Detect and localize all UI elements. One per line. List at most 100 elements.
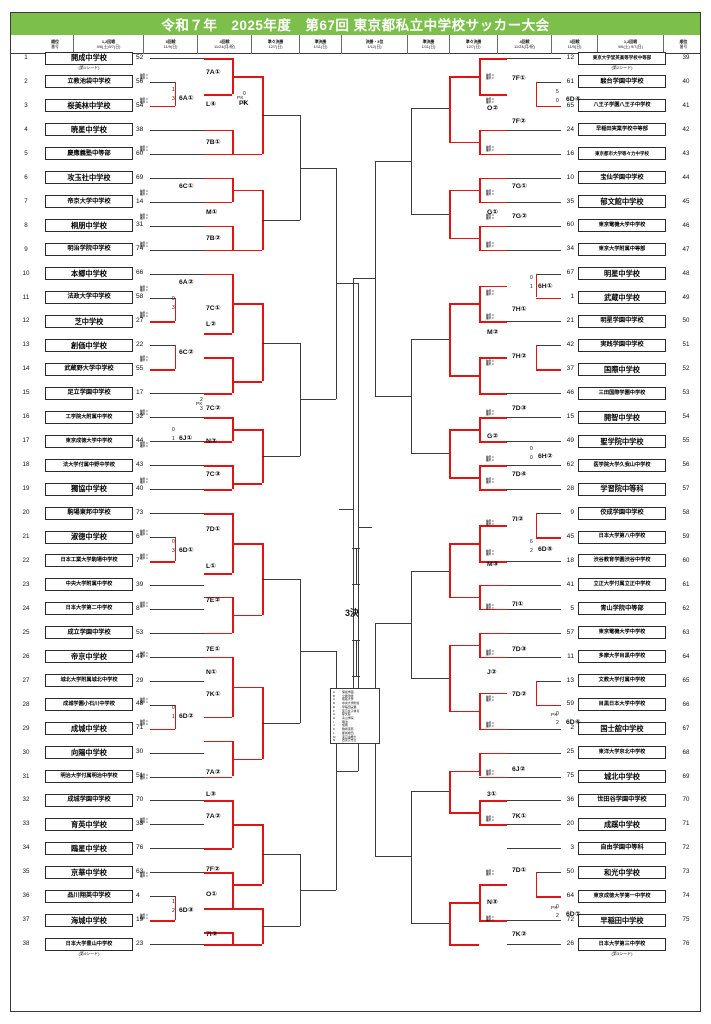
left-team-box-16[interactable]: 工学院大附属中学校	[45, 410, 133, 424]
right-team-box-54[interactable]: 開智中学校	[578, 410, 666, 424]
match-scorer-note: 前半 0 後半 0	[486, 520, 494, 527]
right-team-box-41[interactable]: 八王子学園八王子中学校	[578, 99, 666, 113]
right-team-box-64[interactable]: 多摩大学目黒中学校	[578, 650, 666, 664]
left-team-box-4[interactable]: 暁星中学校	[45, 123, 133, 137]
right-team-box-50[interactable]: 明星学園中学校	[578, 314, 666, 328]
right-team-box-39[interactable]: 東京大学堂英高等学校中等部	[578, 51, 666, 65]
right-team-box-49[interactable]: 武蔵中学校	[578, 291, 666, 304]
legend-key: B	[333, 693, 335, 698]
bracket-line-h	[300, 890, 336, 892]
bracket-line-h	[449, 644, 479, 647]
right-team-name-39: 東京大学堂英高等学校中等部	[592, 54, 652, 60]
left-team-box-17[interactable]: 東京成徳大学中学校	[45, 434, 133, 448]
right-team-box-73[interactable]: 和光中学校	[578, 865, 666, 879]
right-team-box-74[interactable]: 東京成徳大学第一中学校	[578, 889, 666, 903]
right-team-box-61[interactable]: 立正大学付属立正中学校	[578, 578, 666, 592]
left-team-box-30[interactable]: 向陽中学校	[45, 746, 133, 760]
left-team-box-3[interactable]: 桜美林中学校	[45, 99, 133, 113]
left-team-box-7[interactable]: 帝京大学中学校	[45, 195, 133, 209]
left-team-box-36[interactable]: 品川翔英中学校	[45, 889, 133, 903]
right-team-box-76[interactable]: 日本大学第三中学校	[578, 937, 666, 951]
right-team-box-70[interactable]: 世田谷学園中学校	[578, 793, 666, 807]
right-team-name-71: 成蹊中学校	[604, 819, 640, 829]
right-team-box-69[interactable]: 城北中学校	[578, 770, 666, 783]
right-team-box-65[interactable]: 文教大学付属中学校	[578, 674, 666, 688]
left-team-box-24[interactable]: 日本大学第二中学校	[45, 602, 133, 616]
right-team-box-63[interactable]: 東京電機大学中学校	[578, 626, 666, 640]
left-team-box-12[interactable]: 芝中学校	[45, 314, 133, 328]
left-team-box-25[interactable]: 成立学園中学校	[45, 626, 133, 640]
left-team-seed-22: 7	[136, 556, 140, 564]
bracket-line-v	[449, 644, 451, 711]
right-team-box-60[interactable]: 渋谷教育学園渋谷中学校	[578, 554, 666, 568]
right-team-box-72[interactable]: 自由学園中等科	[578, 841, 666, 855]
right-team-box-56[interactable]: 医学院大学久我山中学校	[578, 458, 666, 472]
left-team-box-10[interactable]: 本郷中学校	[45, 267, 133, 281]
right-team-box-51[interactable]: 実践学園中学校	[578, 338, 666, 352]
left-team-box-11[interactable]: 法政大学中学校	[45, 291, 133, 304]
bracket-line-v	[449, 770, 451, 813]
left-team-box-26[interactable]: 帝京中学校	[45, 650, 133, 664]
right-team-box-71[interactable]: 成蹊中学校	[578, 817, 666, 831]
left-team-box-29[interactable]: 成城中学校	[45, 722, 133, 736]
right-team-name-42: 早稲田実業学校中等部	[596, 126, 648, 133]
left-team-box-19[interactable]: 獨協中学校	[45, 482, 133, 496]
bracket-line-h	[204, 656, 232, 659]
left-team-box-5[interactable]: 慶應義塾中等部	[45, 147, 133, 161]
right-team-box-68[interactable]: 東洋大学京北中学校	[578, 746, 666, 760]
right-team-box-43[interactable]: 東京都市大学等々力中学校	[578, 147, 666, 161]
left-team-box-27[interactable]: 城北大学附属城北中学校	[45, 674, 133, 688]
right-team-box-45[interactable]: 郁文館中学校	[578, 195, 666, 209]
left-team-name-3: 桜美林中学校	[67, 101, 111, 111]
page-frame	[10, 12, 701, 1012]
right-team-box-67[interactable]: 国士舘中学校	[578, 722, 666, 736]
left-team-box-8[interactable]: 桐朋中学校	[45, 219, 133, 233]
right-team-box-53[interactable]: 三田国際学園中学校	[578, 386, 666, 400]
right-team-box-47[interactable]: 東京大学附属中等部	[578, 243, 666, 257]
left-team-box-28[interactable]: 成城学園小石川中学校	[45, 698, 133, 712]
left-rank-34: 34	[22, 844, 30, 852]
left-team-box-6[interactable]: 攻玉社中学校	[45, 171, 133, 185]
right-team-box-44[interactable]: 宝仙学園中学校	[578, 171, 666, 185]
left-team-box-37[interactable]: 海城中学校	[45, 913, 133, 927]
right-team-box-46[interactable]: 東京電機大学中学校	[578, 219, 666, 233]
right-team-box-57[interactable]: 学習院中等科	[578, 482, 666, 496]
bracket-line-h	[507, 584, 561, 586]
left-team-box-33[interactable]: 育英中学校	[45, 817, 133, 831]
left-team-box-14[interactable]: 武蔵野大学中学校	[45, 362, 133, 376]
right-team-box-42[interactable]: 早稲田実業学校中等部	[578, 123, 666, 137]
bracket-line-h	[449, 477, 479, 479]
left-team-box-31[interactable]: 明治大学付属明治中学校	[45, 770, 133, 783]
bracket-line-h	[300, 168, 336, 170]
right-team-box-66[interactable]: 目黒日本大学中学校	[578, 698, 666, 712]
left-team-box-2[interactable]: 立教池袋中学校	[45, 75, 133, 89]
right-team-box-59[interactable]: 日本大学第八中学校	[578, 530, 666, 544]
bracket-line-h	[507, 417, 561, 419]
right-team-box-40[interactable]: 駿台学園中学校	[578, 75, 666, 89]
left-team-seed-16: 32	[136, 413, 144, 421]
right-team-box-52[interactable]: 国際中学校	[578, 362, 666, 376]
left-team-box-21[interactable]: 淑徳中学校	[45, 530, 133, 544]
left-team-box-13[interactable]: 創価中学校	[45, 338, 133, 352]
page-title: 令和７年 2025年度 第67回 東京都私立中学校サッカー大会	[161, 18, 550, 33]
left-team-box-23[interactable]: 中央大学附属中学校	[45, 578, 133, 592]
left-team-box-32[interactable]: 成城学園中学校	[45, 793, 133, 807]
left-team-box-35[interactable]: 京華中学校	[45, 865, 133, 879]
match-scorer-note: 前半 0 後半 0	[486, 410, 494, 417]
left-team-box-1[interactable]: 開成中学校	[45, 51, 133, 65]
bracket-line-h	[262, 115, 300, 117]
right-team-box-48[interactable]: 明星中学校	[578, 267, 666, 281]
right-team-box-55[interactable]: 聖学院中学校	[578, 434, 666, 448]
right-team-box-62[interactable]: 青山学院中等部	[578, 602, 666, 616]
left-team-box-34[interactable]: 鴎星中学校	[45, 841, 133, 855]
right-team-box-58[interactable]: 佼成学園中学校	[578, 506, 666, 520]
left-team-box-22[interactable]: 日本工業大学駒場中学校	[45, 554, 133, 568]
left-team-box-38[interactable]: 日本大学豊山中学校	[45, 937, 133, 951]
left-team-box-15[interactable]: 足立学園中学校	[45, 386, 133, 400]
left-team-box-9[interactable]: 明治学院中学校	[45, 243, 133, 257]
score-value: 0	[172, 296, 175, 302]
right-team-box-75[interactable]: 早稲田中学校	[578, 913, 666, 927]
left-team-box-18[interactable]: 法大学付属中野中学校	[45, 458, 133, 472]
left-team-box-20[interactable]: 駒場東邦中学校	[45, 506, 133, 520]
bracket-line-h	[507, 393, 561, 395]
